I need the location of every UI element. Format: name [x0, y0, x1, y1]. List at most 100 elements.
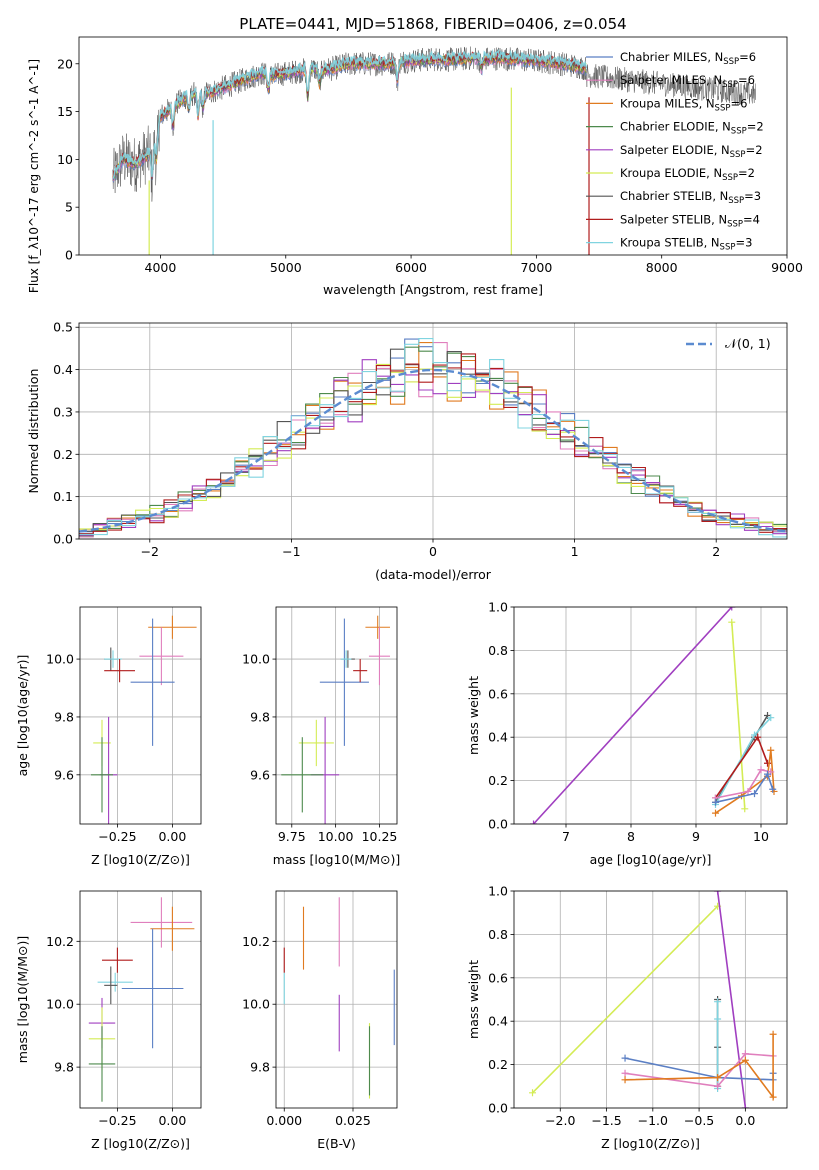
- x-tick-label: 0.00: [158, 829, 186, 844]
- model-spectrum: [112, 54, 587, 179]
- x-axis-label: age [log10(age/yr)]: [590, 852, 712, 867]
- x-tick-label: −0.5: [684, 1113, 714, 1128]
- chart-age-vs-Z: −0.25 0.00 9.6 9.8 10.0: [46, 606, 202, 844]
- y-tick-label: 0.0: [488, 817, 508, 832]
- model-spectrum: [112, 48, 588, 179]
- x-tick-label: 10.25: [362, 829, 398, 844]
- axes-frame: [78, 36, 788, 256]
- x-tick-label: 6000: [395, 260, 427, 275]
- y-tick-label: 0.4: [53, 362, 73, 377]
- y-tick-label: 0: [65, 248, 73, 263]
- normal-curve: [79, 368, 787, 533]
- weight-marker: [621, 1076, 629, 1084]
- weight-series: [715, 768, 771, 799]
- chart-mass-vs-Z: −0.25 0.00 9.8 10.0 10.2: [46, 890, 202, 1128]
- weight-marker: [741, 1104, 749, 1108]
- y-tick-label: 0.2: [488, 1057, 508, 1072]
- x-tick-label: 8: [627, 829, 635, 844]
- y-tick-label: 0.6: [488, 970, 508, 985]
- y-tick-label: 0.6: [488, 686, 508, 701]
- weight-marker: [741, 1050, 749, 1058]
- axes-frame: [275, 890, 398, 1109]
- y-tick-label: 10.0: [46, 997, 74, 1012]
- y-axis-label: Flux [f_λ10^-17 erg cm^-2 s^-1 A^-1]: [27, 59, 41, 293]
- x-tick-label: 10.00: [318, 829, 354, 844]
- y-tick-label: 15: [57, 104, 73, 119]
- figure-title: PLATE=0441, MJD=51868, FIBERID=0406, z=0…: [239, 15, 626, 33]
- y-tick-label: 0.4: [488, 730, 508, 745]
- weight-marker: [728, 618, 736, 626]
- x-axis-label: wavelength [Angstrom, rest frame]: [323, 282, 543, 297]
- x-tick-label: −1.0: [638, 1113, 668, 1128]
- weight-series: [715, 772, 774, 804]
- y-axis-label: Normed distribution: [26, 369, 41, 494]
- model-spectrum: [112, 54, 587, 180]
- x-tick-label: 5000: [270, 260, 302, 275]
- plot-area: [91, 615, 197, 824]
- chart-residuals: −2 −1 0 1 2 0.0 0.1 0.2 0.3 0.4 0.5: [53, 320, 788, 559]
- x-tick-label: 7: [562, 829, 570, 844]
- plot-area: [529, 891, 777, 1108]
- x-tick-label: 0.0: [735, 1113, 755, 1128]
- y-tick-label: 9.8: [54, 709, 74, 724]
- legend: Chabrier MILES, NSSP=6 Salpeter MILES, NS…: [586, 50, 764, 253]
- y-tick-label: 1.0: [488, 884, 508, 899]
- y-tick-label: 0.8: [488, 643, 508, 658]
- y-tick-label: 20: [57, 56, 73, 71]
- x-tick-label: −0.25: [98, 1113, 136, 1128]
- weight-marker: [712, 809, 719, 817]
- histogram-series: [79, 338, 787, 538]
- axes-frame: [513, 606, 788, 825]
- x-axis-label: Z [log10(Z/Z⊙)]: [91, 852, 190, 867]
- weight-marker: [751, 790, 758, 798]
- weight-marker: [741, 1056, 749, 1064]
- legend-label: Kroupa STELIB, NSSP=3: [620, 236, 752, 253]
- x-axis-label: mass [log10(M/M⊙)]: [273, 852, 401, 867]
- chart-mass-weight-vs-Z: −2.0 −1.5 −1.0 −0.5 0.0 0.0 0.2 0.4 0.6 0.8 1.0: [488, 884, 788, 1128]
- x-tick-label: 1: [571, 544, 579, 559]
- y-tick-label: 9.8: [54, 1060, 74, 1075]
- weight-marker: [769, 785, 777, 793]
- y-tick-label: 10.0: [46, 652, 74, 667]
- x-tick-label: 4000: [145, 260, 177, 275]
- axes-frame: [79, 606, 202, 825]
- weight-marker: [712, 798, 719, 806]
- weight-marker: [530, 820, 537, 824]
- y-tick-label: 0.2: [53, 447, 73, 462]
- plot-area: [281, 615, 390, 824]
- y-axis-label: mass weight: [466, 676, 481, 755]
- y-tick-label: 0.1: [53, 489, 73, 504]
- axes-frame: [78, 322, 788, 540]
- y-tick-label: 9.8: [250, 709, 270, 724]
- plot-area: [88, 897, 195, 1102]
- legend-label: Kroupa ELODIE, NSSP=2: [620, 166, 755, 183]
- y-tick-label: 10.2: [242, 934, 270, 949]
- y-tick-label: 1.0: [488, 600, 508, 615]
- y-tick-label: 10: [57, 152, 73, 167]
- legend-label: 𝒩(0, 1): [725, 336, 771, 351]
- y-axis-label: mass [log10(M/M⊙)]: [15, 936, 30, 1064]
- weight-series: [624, 1052, 774, 1088]
- y-tick-label: 5: [65, 200, 73, 215]
- x-axis-label: E(B-V): [317, 1136, 356, 1151]
- plot-area: [530, 607, 778, 824]
- model-spectrum: [112, 56, 587, 183]
- weight-series: [731, 622, 746, 809]
- weight-marker: [769, 1093, 777, 1101]
- weight-marker: [714, 1015, 722, 1023]
- y-tick-label: 10.0: [242, 652, 270, 667]
- weight-series: [532, 607, 733, 824]
- legend-label: Salpeter ELODIE, NSSP=2: [620, 143, 763, 160]
- model-spectrum: [112, 56, 587, 182]
- y-tick-label: 0.3: [53, 404, 73, 419]
- legend-label: Chabrier MILES, NSSP=6: [620, 50, 756, 67]
- chart-spectrum: 4000 5000 6000 7000 8000 9000 0 5 10 15 20: [57, 36, 803, 275]
- x-tick-label: −1.5: [591, 1113, 621, 1128]
- y-tick-label: 9.6: [54, 767, 74, 782]
- x-tick-label: 0.000: [266, 1113, 302, 1128]
- axes-frame: [79, 890, 202, 1109]
- weight-marker: [728, 607, 736, 611]
- x-tick-label: 2: [712, 544, 720, 559]
- x-axis-label: Z [log10(Z/Z⊙)]: [601, 1136, 700, 1151]
- y-tick-label: 0.5: [53, 320, 73, 335]
